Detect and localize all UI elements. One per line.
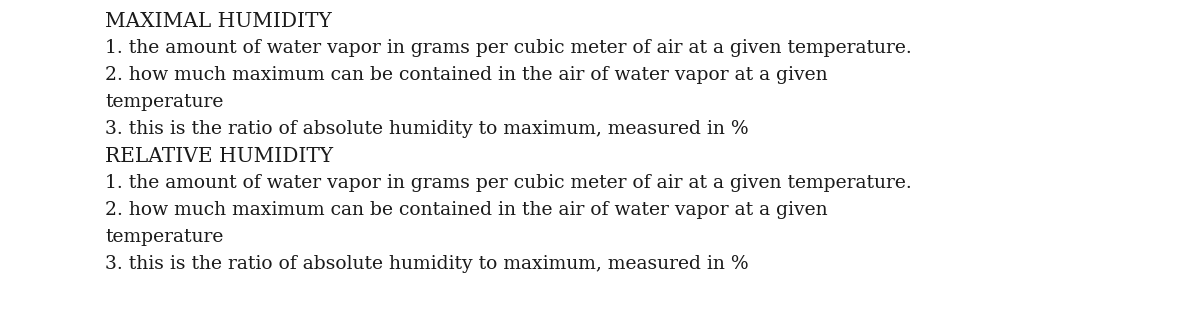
Text: temperature: temperature bbox=[106, 228, 223, 246]
Text: RELATIVE HUMIDITY: RELATIVE HUMIDITY bbox=[106, 147, 334, 166]
Text: 1. the amount of water vapor in grams per cubic meter of air at a given temperat: 1. the amount of water vapor in grams pe… bbox=[106, 39, 912, 57]
Text: 3. this is the ratio of absolute humidity to maximum, measured in %: 3. this is the ratio of absolute humidit… bbox=[106, 120, 749, 138]
Text: 2. how much maximum can be contained in the air of water vapor at a given: 2. how much maximum can be contained in … bbox=[106, 66, 828, 84]
Text: 3. this is the ratio of absolute humidity to maximum, measured in %: 3. this is the ratio of absolute humidit… bbox=[106, 255, 749, 273]
Text: 2. how much maximum can be contained in the air of water vapor at a given: 2. how much maximum can be contained in … bbox=[106, 201, 828, 219]
Text: 1. the amount of water vapor in grams per cubic meter of air at a given temperat: 1. the amount of water vapor in grams pe… bbox=[106, 174, 912, 192]
Text: MAXIMAL HUMIDITY: MAXIMAL HUMIDITY bbox=[106, 12, 331, 31]
Text: temperature: temperature bbox=[106, 93, 223, 111]
